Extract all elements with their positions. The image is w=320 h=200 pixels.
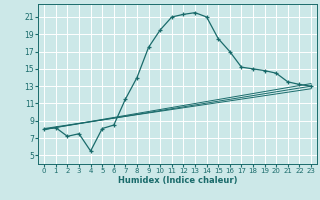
X-axis label: Humidex (Indice chaleur): Humidex (Indice chaleur) (118, 176, 237, 185)
